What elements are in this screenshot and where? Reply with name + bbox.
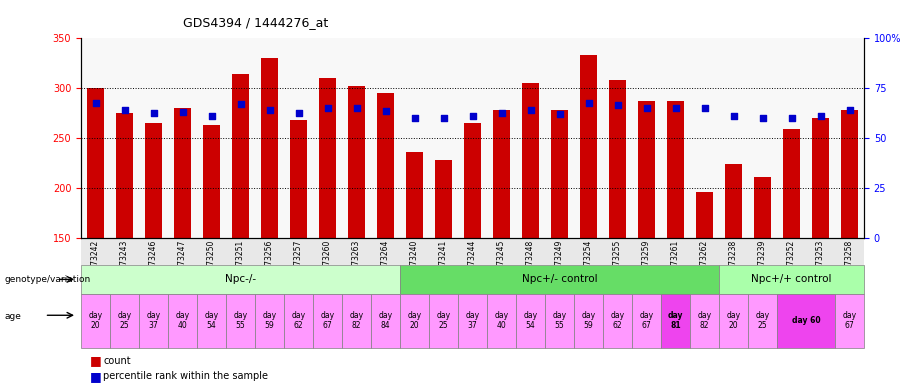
Text: GDS4394 / 1444276_at: GDS4394 / 1444276_at <box>183 16 328 29</box>
Bar <box>667 101 684 238</box>
Bar <box>261 58 278 238</box>
Text: day
37: day 37 <box>465 311 480 330</box>
Bar <box>406 152 423 238</box>
Point <box>378 108 392 114</box>
Text: percentile rank within the sample: percentile rank within the sample <box>104 371 268 381</box>
Text: day
67: day 67 <box>842 311 857 330</box>
Point <box>408 115 422 121</box>
Text: age: age <box>4 312 22 321</box>
Point <box>233 101 248 108</box>
Text: Npc+/+ control: Npc+/+ control <box>752 274 832 285</box>
Text: day
25: day 25 <box>755 311 770 330</box>
Point <box>842 107 857 113</box>
Bar <box>754 177 771 238</box>
Bar <box>435 160 452 238</box>
Point <box>436 115 451 121</box>
Bar <box>638 101 655 238</box>
Bar <box>522 83 539 238</box>
Point <box>553 111 567 118</box>
Bar <box>347 86 365 238</box>
Text: genotype/variation: genotype/variation <box>4 275 91 284</box>
Bar <box>783 129 800 238</box>
Text: ■: ■ <box>90 354 102 367</box>
Point <box>117 107 131 113</box>
Text: day
67: day 67 <box>320 311 335 330</box>
Text: day
62: day 62 <box>292 311 306 330</box>
Text: day
54: day 54 <box>524 311 537 330</box>
Point <box>755 115 770 121</box>
Point <box>494 110 508 116</box>
Point <box>176 109 190 115</box>
Point <box>523 107 537 113</box>
Text: day
59: day 59 <box>263 311 276 330</box>
Bar <box>812 118 829 238</box>
Bar <box>696 192 713 238</box>
Point <box>726 113 741 119</box>
Text: day
25: day 25 <box>117 311 131 330</box>
Text: day
20: day 20 <box>726 311 741 330</box>
Text: day
67: day 67 <box>639 311 653 330</box>
Bar <box>580 55 598 238</box>
Text: day 60: day 60 <box>792 316 820 325</box>
Bar <box>86 88 104 238</box>
Bar <box>145 123 162 238</box>
Point <box>147 110 161 116</box>
Bar <box>493 110 510 238</box>
Point <box>698 105 712 111</box>
Point <box>465 113 480 119</box>
Bar <box>608 80 626 238</box>
Point <box>88 100 103 106</box>
Bar <box>377 93 394 238</box>
Text: count: count <box>104 356 131 366</box>
Text: day
55: day 55 <box>233 311 248 330</box>
Point <box>581 100 596 106</box>
Bar <box>174 108 191 238</box>
Text: day
59: day 59 <box>581 311 596 330</box>
Bar <box>841 110 859 238</box>
Point <box>204 113 219 119</box>
Text: day
82: day 82 <box>698 311 712 330</box>
Bar <box>319 78 337 238</box>
Text: day
37: day 37 <box>147 311 160 330</box>
Text: day
25: day 25 <box>436 311 451 330</box>
Text: Npc-/-: Npc-/- <box>225 274 256 285</box>
Point <box>320 105 335 111</box>
Point <box>349 105 364 111</box>
Bar <box>202 125 220 238</box>
Text: day
55: day 55 <box>553 311 567 330</box>
Point <box>262 107 276 113</box>
Bar <box>232 74 249 238</box>
Text: day
84: day 84 <box>378 311 392 330</box>
Bar <box>551 110 568 238</box>
Point <box>639 105 653 111</box>
Point <box>292 110 306 116</box>
Point <box>610 102 625 108</box>
Text: day
54: day 54 <box>204 311 219 330</box>
Point <box>784 115 798 121</box>
Text: day
20: day 20 <box>88 311 103 330</box>
Bar <box>464 123 482 238</box>
Text: day
82: day 82 <box>349 311 364 330</box>
Bar <box>116 113 133 238</box>
Point <box>669 105 683 111</box>
Point <box>814 113 828 119</box>
Text: Npc+/- control: Npc+/- control <box>522 274 598 285</box>
Bar <box>290 120 307 238</box>
Text: day
40: day 40 <box>494 311 508 330</box>
Text: day
81: day 81 <box>668 311 683 330</box>
Text: day
62: day 62 <box>610 311 625 330</box>
Bar <box>724 164 742 238</box>
Text: day
40: day 40 <box>176 311 190 330</box>
Text: day
20: day 20 <box>408 311 421 330</box>
Text: ■: ■ <box>90 370 102 383</box>
